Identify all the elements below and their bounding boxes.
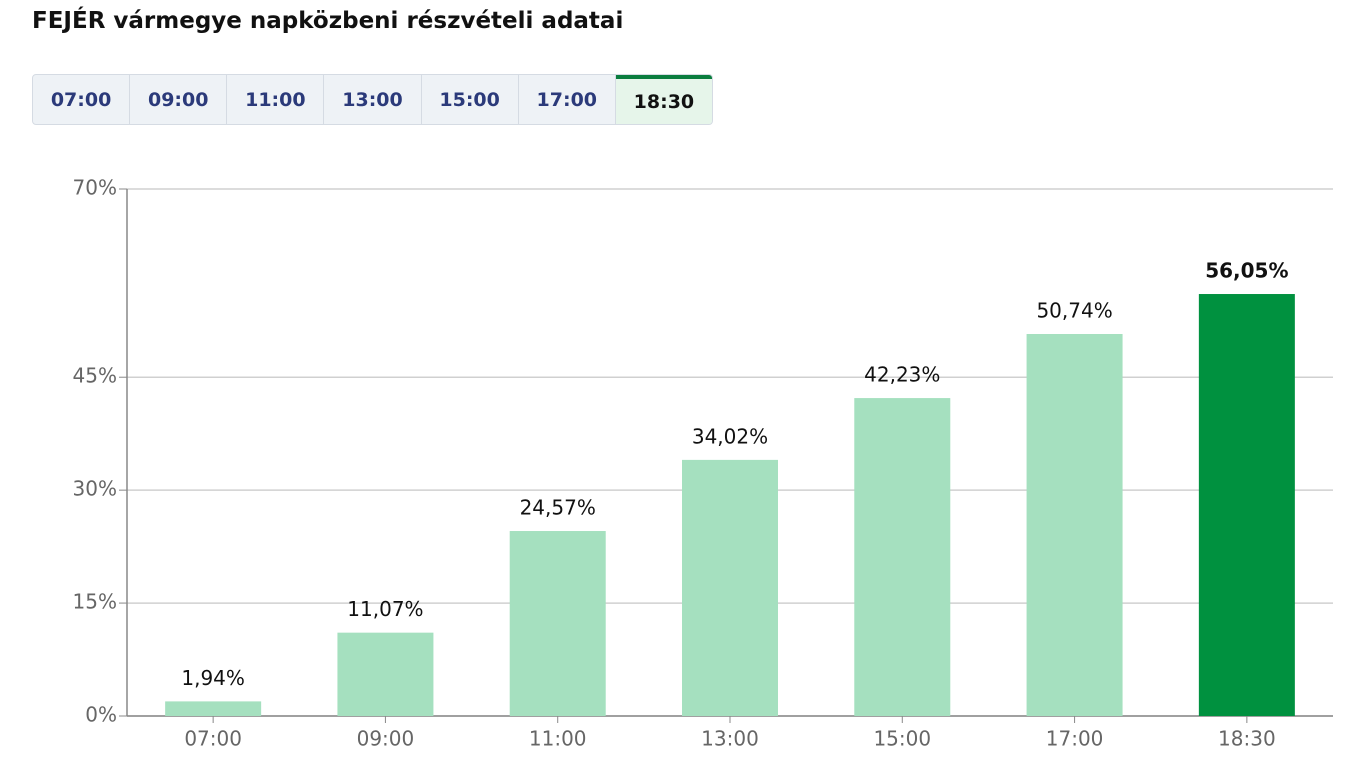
value-label: 34,02% [692, 424, 768, 448]
value-label: 11,07% [347, 597, 423, 621]
x-tick-label: 13:00 [701, 727, 759, 751]
bar [165, 701, 262, 716]
bar [1198, 294, 1295, 716]
x-tick-label: 17:00 [1046, 727, 1104, 751]
time-tab[interactable]: 11:00 [227, 75, 325, 124]
time-tabs: 07:00 09:00 11:00 13:00 15:00 17:00 18:30 [32, 74, 713, 125]
x-tick-label: 09:00 [357, 727, 415, 751]
x-tick-label: 18:30 [1218, 727, 1276, 751]
time-tab[interactable]: 17:00 [519, 75, 616, 124]
time-tab[interactable]: 07:00 [33, 75, 131, 124]
y-tick-label: 0% [85, 703, 117, 727]
y-tick-label: 70% [73, 176, 117, 200]
x-tick-label: 15:00 [873, 727, 931, 751]
y-tick-label: 15% [73, 590, 117, 614]
value-label: 56,05% [1205, 259, 1288, 283]
page-title: FEJÉR vármegye napközbeni részvételi ada… [32, 8, 624, 34]
x-tick-label: 07:00 [184, 727, 242, 751]
value-label: 42,23% [864, 363, 940, 387]
time-tab[interactable]: 09:00 [130, 75, 228, 124]
time-tab[interactable]: 15:00 [422, 75, 519, 124]
time-tab[interactable]: 13:00 [324, 75, 422, 124]
x-tick-label: 11:00 [529, 727, 587, 751]
bar [682, 459, 778, 716]
y-tick-label: 30% [73, 477, 117, 501]
bar [337, 632, 434, 716]
bar [509, 531, 606, 716]
y-tick-label: 45% [73, 364, 117, 388]
bar [854, 398, 951, 716]
value-label: 50,74% [1036, 299, 1112, 323]
value-label: 1,94% [181, 666, 245, 690]
time-tab[interactable]: 18:30 [615, 75, 712, 124]
value-label: 24,57% [520, 496, 596, 520]
bar [1026, 334, 1123, 716]
